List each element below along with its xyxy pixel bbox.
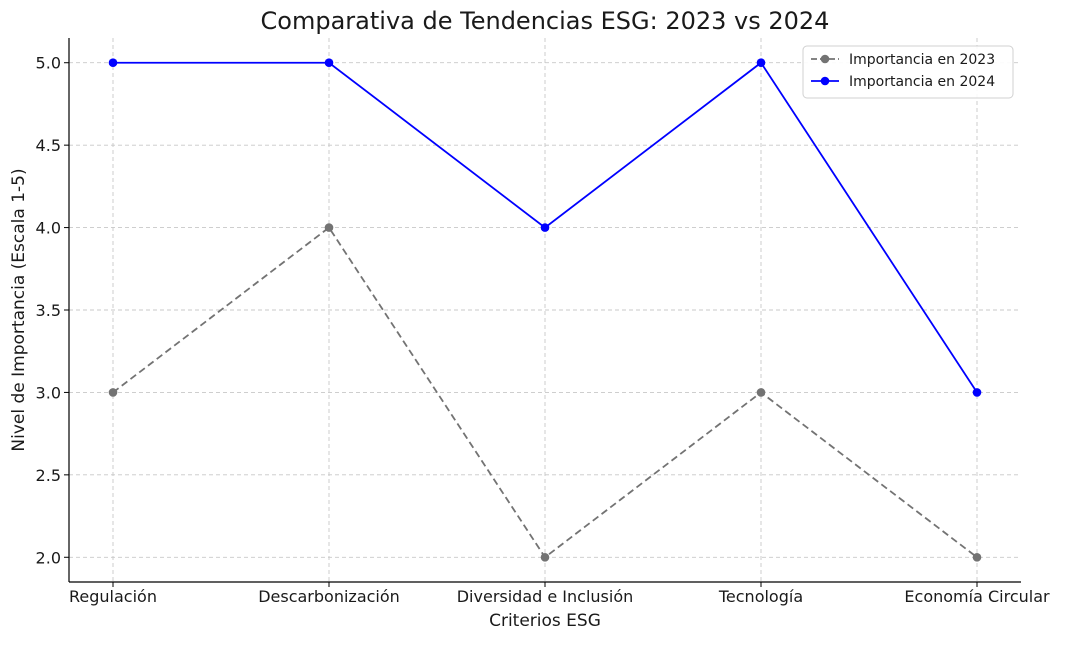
legend-label: Importancia en 2024 — [849, 74, 995, 90]
chart-title: Comparativa de Tendencias ESG: 2023 vs 2… — [261, 7, 830, 35]
legend-marker — [820, 54, 830, 64]
data-point — [108, 388, 118, 397]
grid — [69, 38, 1021, 582]
y-tick-label: 2.0 — [36, 548, 61, 567]
data-point — [108, 58, 118, 68]
y-tick-label: 5.0 — [36, 54, 61, 73]
series-layer — [108, 58, 982, 562]
data-point — [972, 552, 982, 562]
y-tick-label: 3.5 — [36, 301, 61, 320]
legend-marker — [820, 76, 830, 86]
series-2 — [108, 58, 982, 397]
y-tick-label: 2.5 — [36, 466, 61, 485]
y-tick-label: 4.0 — [36, 219, 61, 238]
data-point — [540, 223, 550, 232]
legend-item: Importancia en 2023 — [811, 52, 995, 68]
tick-labels: 2.0 2.5 3.0 3.5 4.0 4.5 5.0 Regulación Descarbon… — [36, 54, 1050, 606]
legend-item: Importancia en 2024 — [811, 74, 995, 90]
legend-label: Importancia en 2023 — [849, 52, 995, 68]
legend: Importancia en 2023 Importancia en 2024 — [802, 45, 1014, 99]
y-tick-label: 4.5 — [36, 136, 61, 155]
data-point — [324, 223, 334, 232]
series-1 — [108, 223, 982, 562]
x-tick-label: Tecnología — [718, 587, 803, 606]
data-point — [972, 388, 982, 397]
data-point — [324, 58, 334, 68]
y-axis-label: Nivel de Importancia (Escala 1-5) — [9, 168, 29, 451]
x-tick-label: Diversidad e Inclusión — [457, 587, 634, 606]
data-point — [756, 388, 766, 397]
y-tick-label: 3.0 — [36, 383, 61, 402]
x-axis-label: Criterios ESG — [489, 611, 601, 631]
data-point — [540, 552, 550, 562]
x-tick-label: Descarbonización — [258, 587, 400, 606]
x-tick-label: Economía Circular — [904, 587, 1050, 606]
legend-box — [802, 45, 1014, 99]
x-tick-label: Regulación — [69, 587, 157, 606]
data-point — [756, 58, 766, 68]
